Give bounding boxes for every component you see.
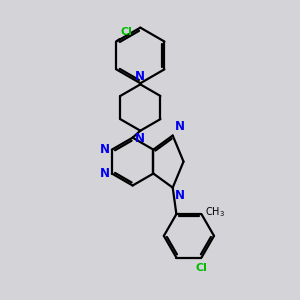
Text: N: N [100, 143, 110, 156]
Text: N: N [175, 189, 185, 202]
Text: CH$_3$: CH$_3$ [205, 205, 225, 219]
Text: N: N [100, 167, 110, 180]
Text: N: N [135, 132, 145, 145]
Text: N: N [175, 120, 185, 133]
Text: Cl: Cl [196, 263, 207, 273]
Text: Cl: Cl [121, 27, 133, 37]
Text: N: N [135, 70, 145, 83]
